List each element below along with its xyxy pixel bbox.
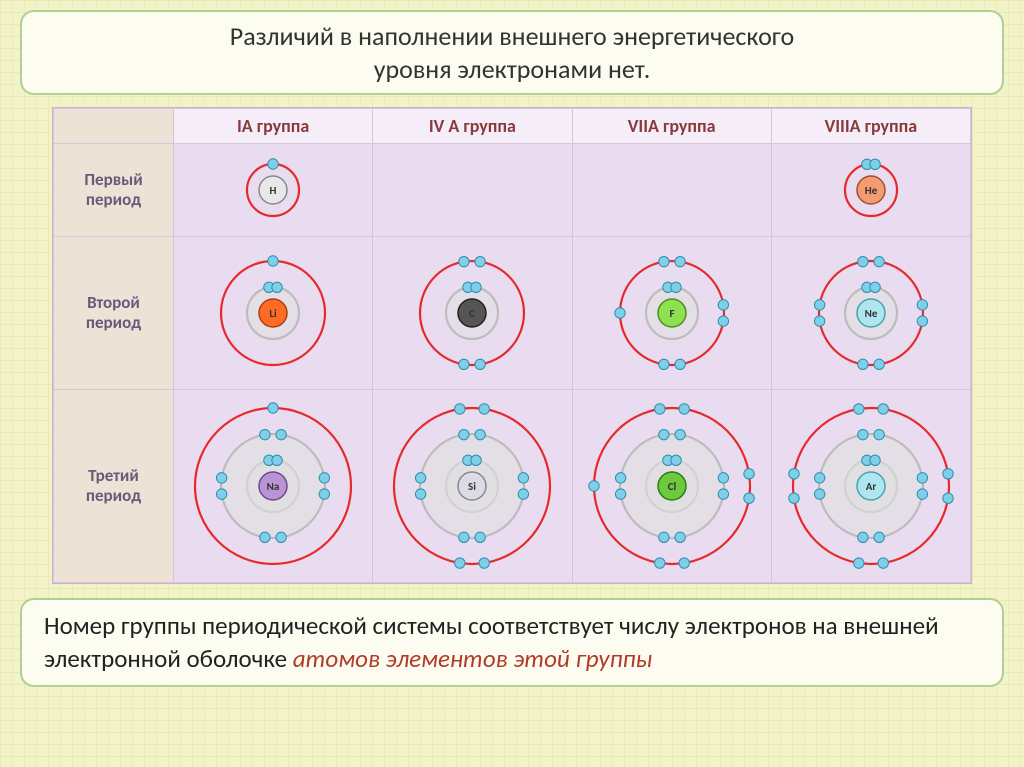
atom-diagram: Li: [203, 243, 343, 383]
atom-table-wrap: IA группа IV A группа VIIA группа VIIIA …: [52, 107, 972, 584]
atom-cell: Ar: [771, 390, 970, 583]
row-header-l1: Первый: [84, 169, 142, 190]
period-row: Первыйпериод H He: [54, 144, 971, 237]
row-header-l2: период: [86, 312, 141, 333]
svg-text:F: F: [669, 307, 674, 320]
atom-diagram: Ne: [801, 243, 941, 383]
svg-text:Ar: Ar: [866, 480, 877, 493]
atom-cell: H: [174, 144, 373, 237]
svg-text:Na: Na: [267, 480, 280, 493]
footer-banner: Номер группы периодической системы соотв…: [20, 598, 1004, 687]
row-header: Первыйпериод: [54, 144, 174, 237]
period-row: Второйпериод Li C F Ne: [54, 237, 971, 390]
col-header-2: VIIA группа: [572, 109, 771, 144]
atom-diagram: F: [602, 243, 742, 383]
svg-text:Si: Si: [468, 480, 476, 493]
svg-text:Li: Li: [269, 307, 277, 320]
svg-text:Cl: Cl: [667, 480, 676, 493]
atom-cell: [572, 144, 771, 237]
row-header-l2: период: [86, 485, 141, 506]
svg-text:H: H: [270, 184, 277, 197]
atom-cell: Na: [174, 390, 373, 583]
row-header-l1: Третий: [88, 465, 139, 486]
corner-cell: [54, 109, 174, 144]
row-header: Второйпериод: [54, 237, 174, 390]
atom-diagram: Cl: [582, 396, 762, 576]
col-header-1: IV A группа: [373, 109, 572, 144]
period-row: Третийпериод Na Si Cl Ar: [54, 390, 971, 583]
col-header-0: IA группа: [174, 109, 373, 144]
atom-cell: He: [771, 144, 970, 237]
row-header: Третийпериод: [54, 390, 174, 583]
col-header-3: VIIIA группа: [771, 109, 970, 144]
svg-text:Ne: Ne: [864, 307, 877, 320]
footer-emph: атомов элементов этой группы: [293, 643, 653, 674]
row-header-l1: Второй: [87, 292, 140, 313]
top-banner: Различий в наполнении внешнего энергетич…: [20, 10, 1004, 95]
row-header-l2: период: [86, 189, 141, 210]
svg-text:He: He: [865, 184, 878, 197]
atom-diagram: Si: [382, 396, 562, 576]
atom-diagram: Ar: [781, 396, 961, 576]
atom-cell: Ne: [771, 237, 970, 390]
atom-diagram: H: [233, 150, 313, 230]
atom-cell: F: [572, 237, 771, 390]
atom-cell: [373, 144, 572, 237]
svg-text:C: C: [469, 307, 475, 320]
atom-diagram: He: [831, 150, 911, 230]
banner-line1: Различий в наполнении внешнего энергетич…: [230, 20, 794, 52]
atom-cell: C: [373, 237, 572, 390]
atom-cell: Cl: [572, 390, 771, 583]
atom-cell: Si: [373, 390, 572, 583]
atom-diagram: Na: [183, 396, 363, 576]
banner-line2: уровня электронами нет.: [374, 53, 651, 85]
atom-diagram: C: [402, 243, 542, 383]
atom-cell: Li: [174, 237, 373, 390]
atom-table: IA группа IV A группа VIIA группа VIIIA …: [53, 108, 971, 583]
